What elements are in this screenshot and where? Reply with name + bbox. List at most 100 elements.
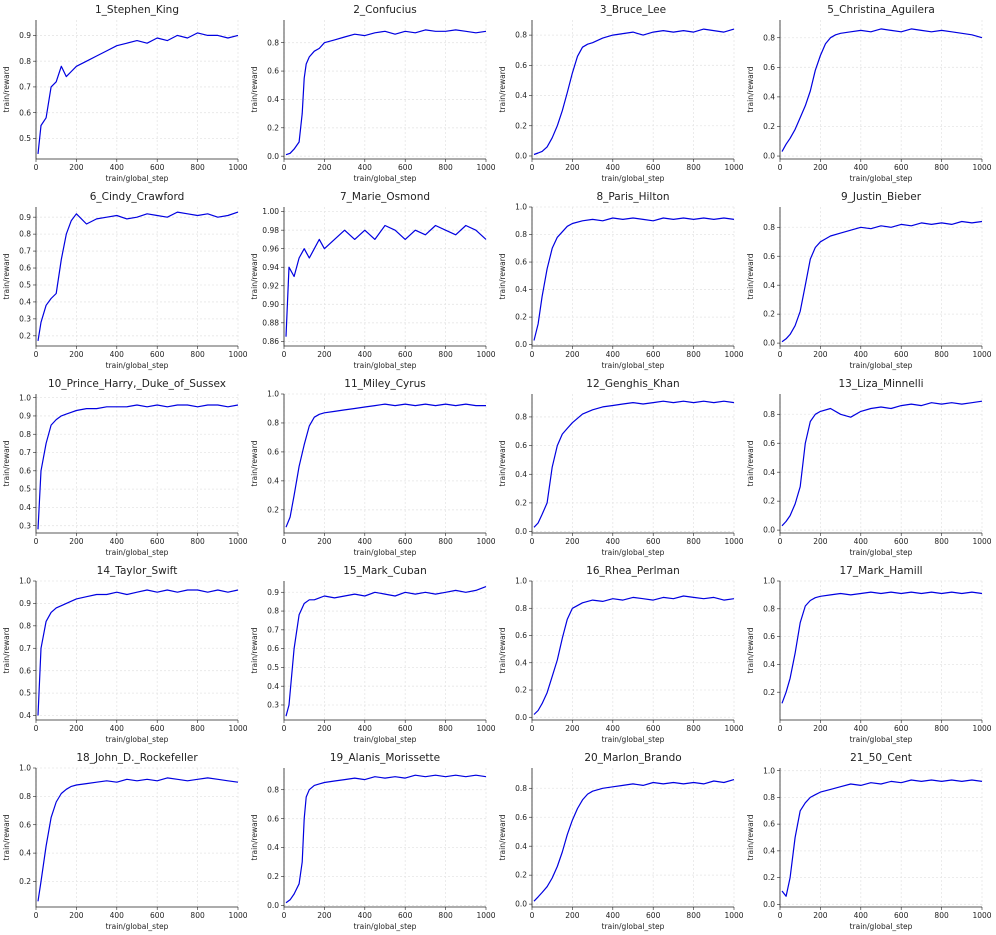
y-axis-label: train/reward [250,627,259,673]
y-tick-label: 0.8 [515,604,527,613]
axis-spine [283,207,486,347]
x-tick-label: 0 [282,163,287,172]
y-tick-label: 0.2 [763,310,775,319]
x-tick-label: 800 [934,537,949,546]
subplot-title: 10_Prince_Harry,_Duke_of_Sussex [48,378,226,390]
y-axis-label: train/reward [498,66,507,112]
y-axis-label: train/reward [746,253,755,299]
subplot: 3_Bruce_Lee 0 200 400 600 800 1000 0.0 0.2 0.4 0.6… [498,4,744,183]
x-tick-label: 200 [813,724,828,733]
x-tick-label: 600 [894,350,909,359]
x-tick-label: 0 [34,350,39,359]
x-tick-label: 800 [438,350,453,359]
x-tick-label: 200 [69,537,84,546]
axis-spine [779,768,982,908]
x-tick-label: 400 [358,350,373,359]
x-tick-label: 800 [438,724,453,733]
x-tick-label: 600 [150,724,165,733]
y-tick-label: 0.8 [19,621,31,630]
x-tick-label: 0 [778,911,783,920]
x-tick-label: 200 [317,350,332,359]
x-tick-label: 800 [438,911,453,920]
x-tick-label: 200 [813,911,828,920]
x-axis-label: train/global_step [850,361,913,370]
y-tick-label: 0.7 [19,83,31,92]
y-tick-label: 0.96 [262,244,279,253]
axis-spine [283,394,486,534]
x-tick-label: 400 [854,350,869,359]
subplot: 13_Liza_Minnelli 0 200 400 600 800 1000 0.0 0.2 0… [746,378,992,557]
y-tick-label: 0.6 [515,813,527,822]
y-tick-label: 1.0 [19,393,31,402]
axis-spine [531,207,734,347]
x-tick-label: 800 [686,911,701,920]
x-tick-label: 200 [813,537,828,546]
y-tick-label: 0.2 [763,688,775,697]
x-tick-label: 0 [530,537,535,546]
y-tick-label: 0.8 [515,413,527,422]
x-tick-label: 200 [565,911,580,920]
x-tick-label: 800 [686,724,701,733]
x-tick-label: 200 [69,350,84,359]
subplot-title: 8_Paris_Hilton [596,191,669,203]
y-tick-label: 0.2 [763,122,775,131]
y-tick-label: 0.8 [267,607,279,616]
reward-series-line [781,591,983,704]
x-tick-label: 600 [894,163,909,172]
y-tick-label: 0.4 [19,711,31,720]
y-tick-label: 0.2 [19,331,31,340]
y-tick-label: 0.0 [515,340,527,349]
subplot: 14_Taylor_Swift 0 200 400 600 800 1000 0.4 0.5 0.… [2,565,248,744]
x-axis-label: train/global_step [602,735,665,744]
subplot: 18_John_D._Rockefeller 0 200 400 600 800 1000 0… [2,752,248,931]
x-tick-label: 400 [110,350,125,359]
y-tick-label: 1.0 [515,203,527,212]
x-tick-label: 200 [317,911,332,920]
y-tick-label: 0.2 [515,686,527,695]
x-axis-label: train/global_step [850,174,913,183]
x-tick-label: 400 [606,724,621,733]
y-tick-label: 0.0 [267,152,279,161]
y-tick-label: 0.2 [515,313,527,322]
reward-series-line [37,589,239,716]
x-tick-label: 1000 [476,724,495,733]
y-tick-label: 1.0 [763,577,775,586]
y-tick-label: 0.0 [515,527,527,536]
y-tick-label: 0.6 [763,252,775,261]
x-tick-label: 800 [190,537,205,546]
reward-series-line [533,779,735,902]
y-axis-label: train/reward [2,814,11,860]
y-tick-label: 0.6 [515,61,527,70]
y-tick-label: 0.0 [515,713,527,722]
y-axis-label: train/reward [746,627,755,673]
y-tick-label: 0.4 [19,298,31,307]
y-tick-label: 0.7 [19,448,31,457]
x-tick-label: 1000 [724,724,743,733]
subplot-title: 7_Marie_Osmond [340,191,430,203]
x-tick-label: 1000 [476,911,495,920]
x-tick-label: 800 [934,163,949,172]
x-axis-label: train/global_step [602,174,665,183]
x-tick-label: 600 [398,163,413,172]
x-tick-label: 600 [646,163,661,172]
x-tick-label: 400 [606,163,621,172]
x-tick-label: 600 [646,911,661,920]
x-tick-label: 800 [190,350,205,359]
x-axis-label: train/global_step [354,548,417,557]
reward-series-line [37,777,239,902]
y-tick-label: 0.0 [763,900,775,909]
axis-spine [283,581,486,721]
y-tick-label: 0.5 [19,134,31,143]
y-tick-label: 0.6 [19,264,31,273]
x-tick-label: 400 [110,163,125,172]
x-axis-label: train/global_step [602,361,665,370]
y-tick-label: 0.6 [267,67,279,76]
x-tick-label: 1000 [476,350,495,359]
y-tick-label: 0.7 [267,625,279,634]
subplot-title: 11_Miley_Cyrus [344,378,425,390]
y-tick-label: 0.98 [262,226,279,235]
y-tick-label: 0.4 [763,468,775,477]
subplot-title: 19_Alanis_Morissette [330,752,440,764]
y-tick-label: 0.2 [515,121,527,130]
subplot-title: 5_Christina_Aguilera [827,4,935,16]
